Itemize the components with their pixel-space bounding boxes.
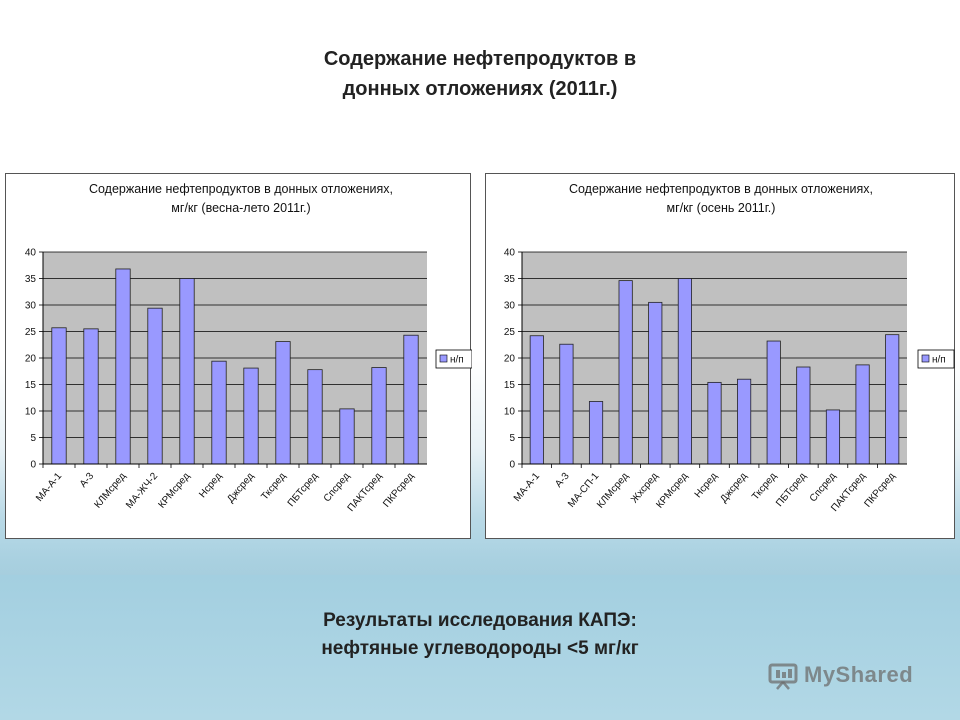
chart1-category-label-5: КРМсред xyxy=(157,471,193,511)
chart2-y-tick-label: 0 xyxy=(509,460,515,471)
chart2-category-label-13: ПКРсред xyxy=(862,471,897,510)
chart-spring-summer: Содержание нефтепродуктов в донных отлож… xyxy=(5,173,472,539)
chart1-bar-4 xyxy=(147,307,163,465)
chart1-bar-5 xyxy=(179,278,195,465)
chart1-legend: н/п xyxy=(435,349,472,369)
chart1-category-label-2: А-3 xyxy=(78,471,97,490)
chart1-bar-2 xyxy=(83,328,99,465)
chart2-bar-5 xyxy=(648,301,663,465)
chart2-y-tick-label: 40 xyxy=(504,248,516,259)
chart1-bar-7 xyxy=(243,367,259,465)
chart1-category-label-11: ПАКТсред xyxy=(346,471,385,514)
chart1-bar-1 xyxy=(51,327,67,465)
chart2-bar-4 xyxy=(618,280,633,465)
chart2-bar-7 xyxy=(707,381,722,465)
chart1-bar-12 xyxy=(403,334,419,465)
chart1-bar-10 xyxy=(339,408,355,465)
chart-spring-summer-svg: Содержание нефтепродуктов в донных отлож… xyxy=(25,182,472,514)
chart2-y-tick-label: 5 xyxy=(509,433,515,444)
chart1-y-tick-label: 40 xyxy=(25,248,37,259)
chart1-y-tick-label: 25 xyxy=(25,327,37,338)
chart1-category-label-12: ПКРсред xyxy=(381,471,416,510)
chart1-bar-3 xyxy=(115,268,131,465)
watermark: MyShared xyxy=(768,657,913,693)
chart1-category-label-6: Нсред xyxy=(197,471,224,500)
chart2-category-label-9: Тксред xyxy=(750,471,779,503)
slide-title-line-1: Содержание нефтепродуктов в xyxy=(323,48,637,70)
chart1-bar-11 xyxy=(371,367,387,465)
chart2-legend-box xyxy=(917,349,955,369)
chart2-legend: н/п xyxy=(917,349,955,369)
chart2-category-label-1: МА-А-1 xyxy=(512,471,542,504)
chart2-category-label-11: Спсред xyxy=(808,471,839,505)
chart1-y-tick-label: 0 xyxy=(30,460,36,471)
chart1-category-label-7: Джсред xyxy=(225,471,256,505)
chart2-bar-6 xyxy=(677,278,692,465)
chart2-bar-9 xyxy=(766,340,781,465)
sea-background xyxy=(0,545,960,575)
chart1-y-tick-label: 30 xyxy=(25,301,37,312)
chart2-category-label-8: Джсред xyxy=(718,471,749,505)
chart1-bar-8 xyxy=(275,341,291,465)
chart-autumn-svg: Содержание нефтепродуктов в донных отлож… xyxy=(504,182,955,514)
slide-title: Содержание нефтепродуктов в донных отлож… xyxy=(180,44,780,104)
chart2-y-tick-label: 15 xyxy=(504,380,516,391)
chart1-legend-label: н/п xyxy=(450,355,464,366)
results-text: Результаты исследования КАПЭ: нефтяные у… xyxy=(180,607,780,663)
chart2-bar-10 xyxy=(796,366,811,465)
chart1-y-tick-label: 35 xyxy=(25,274,37,285)
chart1-y-tick-label: 15 xyxy=(25,380,37,391)
chart2-y-tick-label: 20 xyxy=(504,354,516,365)
chart1-category-label-3: КЛМсред xyxy=(93,471,129,511)
chart2-y-tick-label: 10 xyxy=(504,407,516,418)
chart2-legend-label: н/п xyxy=(932,355,946,366)
chart1-y-tick-label: 5 xyxy=(30,433,36,444)
watermark-text: MyShared xyxy=(804,662,914,687)
chart1-title-line-1: Содержание нефтепродуктов в донных отлож… xyxy=(89,182,393,196)
chart1-y-tick-label: 10 xyxy=(25,407,37,418)
chart2-title-line-2: мг/кг (осень 2011г.) xyxy=(667,201,776,215)
chart2-bar-13 xyxy=(885,334,900,465)
chart2-legend-swatch xyxy=(921,354,930,363)
results-line-1: Результаты исследования КАПЭ: xyxy=(323,610,637,631)
chart1-title-line-2: мг/кг (весна-лето 2011г.) xyxy=(171,201,310,215)
chart2-bar-12 xyxy=(855,364,870,465)
chart1-legend-box xyxy=(435,349,472,369)
chart2-title-line-1: Содержание нефтепродуктов в донных отлож… xyxy=(569,182,873,196)
chart1-category-label-1: МА-А-1 xyxy=(34,471,64,504)
chart1-category-label-9: ПБТсред xyxy=(286,471,321,509)
results-line-2: нефтяные углеводороды <5 мг/кг xyxy=(321,638,639,659)
chart1-category-label-8: Тксред xyxy=(259,471,288,503)
chart2-y-tick-label: 30 xyxy=(504,301,516,312)
chart-autumn: Содержание нефтепродуктов в донных отлож… xyxy=(485,173,955,539)
chart2-category-label-10: ПБТсред xyxy=(774,471,809,509)
chart2-category-label-4: КЛМсред xyxy=(595,471,631,511)
chart1-bar-9 xyxy=(307,369,323,465)
chart2-bar-3 xyxy=(588,401,604,465)
chart1-y-tick-label: 20 xyxy=(25,354,37,365)
chart1-legend-swatch xyxy=(439,354,448,363)
chart2-bar-1 xyxy=(529,335,544,465)
chart2-y-tick-label: 35 xyxy=(504,274,516,285)
chart2-bar-2 xyxy=(559,343,574,465)
chart2-y-tick-label: 25 xyxy=(504,327,516,338)
presentation-icon xyxy=(768,662,798,690)
chart1-category-label-4: МА-ЖЧ-2 xyxy=(124,471,160,511)
chart2-category-label-2: А-3 xyxy=(553,471,572,490)
chart2-bar-8 xyxy=(737,378,752,465)
chart1-category-label-10: Спсред xyxy=(322,471,353,505)
chart1-bar-6 xyxy=(211,360,227,465)
chart2-category-label-6: КРМсред xyxy=(654,471,690,511)
slide-title-line-2: донных отложениях (2011г.) xyxy=(342,78,618,100)
chart2-category-label-7: Нсред xyxy=(693,471,720,500)
chart2-bar-11 xyxy=(825,409,841,465)
